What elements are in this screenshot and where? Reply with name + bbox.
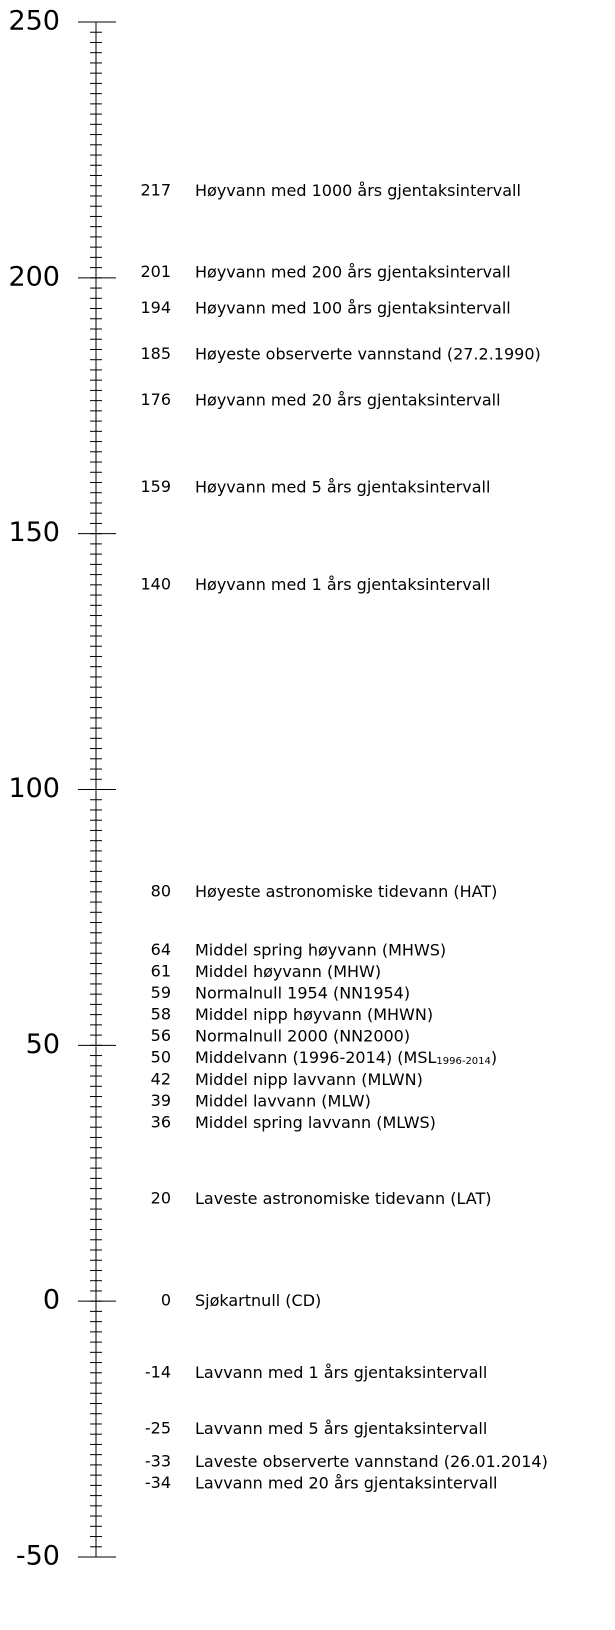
level-label-text: Høyvann med 20 års gjentaksintervall: [195, 390, 501, 409]
level-value: 61: [151, 962, 171, 981]
level-label-text: Høyvann med 1 års gjentaksintervall: [195, 574, 490, 593]
level-label: Laveste observerte vannstand (26.01.2014…: [195, 1451, 548, 1470]
level-label-text: Middel spring lavvann (MLWS): [195, 1113, 436, 1132]
level-label-text: Laveste observerte vannstand (26.01.2014…: [195, 1451, 548, 1470]
level-label: Middelvann (1996-2014) (MSL1996-2014): [195, 1048, 497, 1068]
level-label: Høyvann med 100 års gjentaksintervall: [195, 298, 511, 317]
level-label-text: Høyvann med 5 års gjentaksintervall: [195, 477, 490, 496]
level-value: 20: [151, 1188, 171, 1207]
level-label: Høyvann med 5 års gjentaksintervall: [195, 477, 490, 496]
level-value: 176: [140, 390, 171, 409]
level-label-sub: 1996-2014: [436, 1056, 491, 1067]
level-value: 159: [140, 477, 171, 496]
level-label: Laveste astronomiske tidevann (LAT): [195, 1188, 492, 1207]
level-value: 201: [140, 262, 171, 281]
y-tick-label: 200: [8, 261, 60, 292]
y-tick-label: 100: [8, 773, 60, 804]
level-value: -25: [145, 1419, 171, 1438]
level-value: 194: [140, 298, 171, 317]
level-label-text: Middel lavvann (MLW): [195, 1091, 371, 1110]
level-label-text: Middel høyvann (MHW): [195, 962, 381, 981]
level-value: 50: [151, 1048, 171, 1067]
level-value: 0: [161, 1291, 171, 1310]
level-value: -34: [145, 1473, 171, 1492]
level-label-text: Normalnull 1954 (NN1954): [195, 983, 410, 1002]
level-label: Middel spring lavvann (MLWS): [195, 1113, 436, 1132]
level-label-text: Høyvann med 100 års gjentaksintervall: [195, 298, 511, 317]
level-label-text: Sjøkartnull (CD): [195, 1291, 321, 1310]
level-value: -33: [145, 1451, 171, 1470]
level-value: 80: [151, 881, 171, 900]
level-value: 59: [151, 983, 171, 1002]
level-label-end: ): [491, 1048, 497, 1067]
level-label: Lavvann med 20 års gjentaksintervall: [195, 1473, 497, 1492]
level-label: Middel nipp lavvann (MLWN): [195, 1070, 423, 1089]
level-label-text: Normalnull 2000 (NN2000): [195, 1026, 410, 1045]
level-value: 185: [140, 344, 171, 363]
level-value: 42: [151, 1070, 171, 1089]
level-label: Normalnull 1954 (NN1954): [195, 983, 410, 1002]
level-label: Middel lavvann (MLW): [195, 1091, 371, 1110]
level-label-text: Høyvann med 200 års gjentaksintervall: [195, 262, 511, 281]
level-label-text: Middel nipp lavvann (MLWN): [195, 1070, 423, 1089]
level-label-text: Lavvann med 20 års gjentaksintervall: [195, 1473, 497, 1492]
level-label: Høyvann med 1000 års gjentaksintervall: [195, 180, 521, 199]
level-label-text: Høyeste observerte vannstand (27.2.1990): [195, 344, 541, 363]
y-tick-label: 0: [43, 1285, 60, 1316]
level-label-text: Middelvann (1996-2014) (MSL: [195, 1048, 436, 1067]
level-label-text: Middel spring høyvann (MHWS): [195, 940, 446, 959]
level-value: 56: [151, 1026, 171, 1045]
level-value: 64: [151, 940, 171, 959]
level-value: 39: [151, 1091, 171, 1110]
y-tick-label: 150: [8, 517, 60, 548]
level-label: Sjøkartnull (CD): [195, 1291, 321, 1310]
level-value: 58: [151, 1005, 171, 1024]
level-label: Lavvann med 1 års gjentaksintervall: [195, 1362, 487, 1381]
level-label: Middel høyvann (MHW): [195, 962, 381, 981]
level-value: 36: [151, 1113, 171, 1132]
level-label: Høyvann med 1 års gjentaksintervall: [195, 574, 490, 593]
level-label: Høyeste observerte vannstand (27.2.1990): [195, 344, 541, 363]
level-value: 217: [140, 180, 171, 199]
level-label-text: Laveste astronomiske tidevann (LAT): [195, 1188, 492, 1207]
y-tick-label: 250: [8, 6, 60, 37]
level-label: Middel spring høyvann (MHWS): [195, 940, 446, 959]
level-label: Normalnull 2000 (NN2000): [195, 1026, 410, 1045]
level-label-text: Høyeste astronomiske tidevann (HAT): [195, 881, 497, 900]
level-value: 140: [140, 574, 171, 593]
level-label-text: Middel nipp høyvann (MHWN): [195, 1005, 433, 1024]
level-label-text: Høyvann med 1000 års gjentaksintervall: [195, 180, 521, 199]
level-label: Høyvann med 20 års gjentaksintervall: [195, 390, 501, 409]
level-label: Lavvann med 5 års gjentaksintervall: [195, 1419, 487, 1438]
y-tick-label: -50: [16, 1541, 60, 1572]
level-value: -14: [145, 1362, 171, 1381]
level-label-text: Lavvann med 1 års gjentaksintervall: [195, 1362, 487, 1381]
level-label: Middel nipp høyvann (MHWN): [195, 1005, 433, 1024]
level-label: Høyeste astronomiske tidevann (HAT): [195, 881, 497, 900]
y-tick-label: 50: [26, 1029, 60, 1060]
level-label-text: Lavvann med 5 års gjentaksintervall: [195, 1419, 487, 1438]
level-label: Høyvann med 200 års gjentaksintervall: [195, 262, 511, 281]
